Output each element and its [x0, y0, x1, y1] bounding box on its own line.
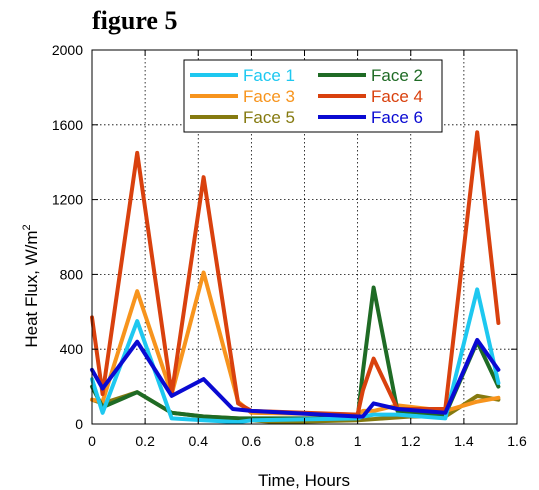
x-tick-label: 0: [88, 433, 96, 449]
legend: Face 1 Face 2 Face 3 Face 4 Face 5 Face 6: [183, 59, 443, 133]
legend-label: Face 5: [243, 108, 295, 127]
x-tick-label: 0.2: [135, 433, 155, 449]
x-tick-label: 1.2: [401, 433, 421, 449]
x-tick-label: 1.6: [507, 433, 527, 449]
series-line-face-4: [90, 130, 501, 417]
series-line-face-6: [90, 337, 501, 419]
y-tick-label: 400: [60, 341, 84, 357]
y-axis-label-text: Heat Flux, W/m: [22, 231, 41, 348]
y-tick-label: 2000: [52, 42, 83, 58]
axis-ticks: 0 0.2 0.4 0.6 0.8 1 1.2 1.4 1.6 0 400 800 1200 1600 20…: [52, 42, 527, 449]
x-tick-label: 0.8: [295, 433, 315, 449]
series-line-face-2: [90, 285, 501, 421]
legend-label: Face 6: [371, 108, 423, 127]
figure-label: figure 5: [92, 6, 178, 35]
x-tick-label: 1: [354, 433, 362, 449]
legend-label: Face 3: [243, 87, 295, 106]
x-axis-label: Time, Hours: [258, 471, 350, 490]
legend-label: Face 1: [243, 66, 295, 85]
y-axis-label-superscript: 2: [21, 224, 33, 230]
y-tick-label: 0: [75, 416, 83, 432]
series-line-face-3: [90, 270, 501, 417]
y-tick-label: 1200: [52, 192, 83, 208]
y-tick-label: 1600: [52, 117, 83, 133]
legend-label: Face 2: [371, 66, 423, 85]
y-tick-label: 800: [60, 266, 84, 282]
x-tick-label: 1.4: [454, 433, 474, 449]
series-layer: [90, 130, 501, 425]
x-tick-label: 0.4: [189, 433, 209, 449]
x-tick-label: 0.6: [242, 433, 262, 449]
legend-label: Face 4: [371, 87, 423, 106]
y-axis-label: Heat Flux, W/m2: [21, 224, 41, 347]
